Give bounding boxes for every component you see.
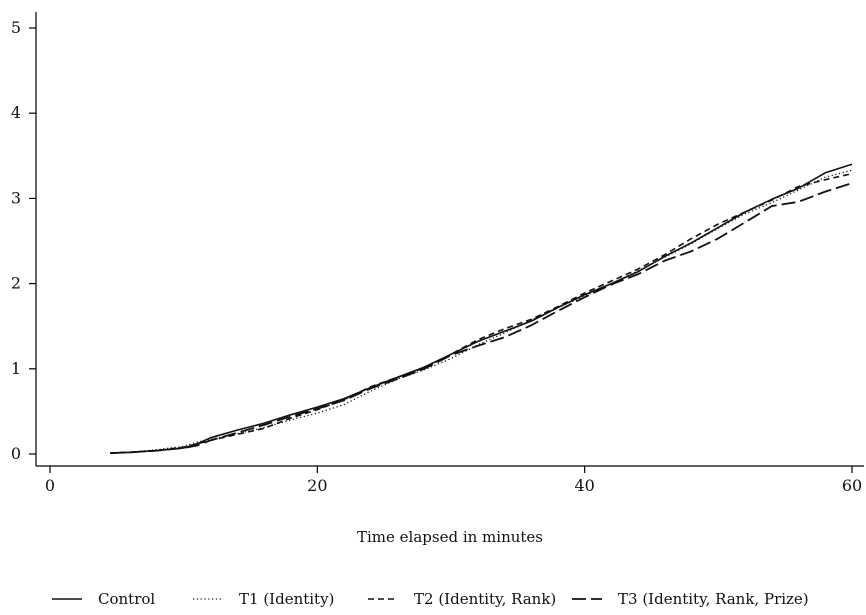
y-tick-label: 4 [11, 103, 21, 122]
y-tick-label: 1 [11, 359, 21, 378]
legend-label: T3 (Identity, Rank, Prize) [618, 590, 809, 608]
x-tick-label: 40 [574, 476, 594, 495]
series-lines [110, 163, 853, 454]
x-tick-label: 20 [307, 476, 327, 495]
x-tick-label: 0 [45, 476, 55, 495]
series-line [110, 163, 853, 454]
y-tick-label: 5 [11, 18, 21, 37]
series-line [110, 182, 853, 454]
legend: Control T1 (Identity) T2 (Identity, Rank) T… [52, 590, 809, 608]
legend-label: Control [98, 590, 155, 608]
y-tick-label: 0 [11, 444, 21, 463]
y-tick-label: 3 [11, 188, 21, 207]
y-ticks: 0 1 2 3 4 5 [11, 18, 36, 463]
x-tick-label: 60 [842, 476, 862, 495]
y-tick-label: 2 [11, 274, 21, 293]
series-line [110, 169, 853, 454]
x-axis: 0 20 40 60 [36, 465, 864, 495]
x-axis-title: Time elapsed in minutes [357, 528, 543, 546]
series-line [110, 172, 853, 454]
legend-label: T2 (Identity, Rank) [414, 590, 556, 608]
legend-label: T1 (Identity) [239, 590, 334, 608]
x-ticks: 0 20 40 60 [45, 466, 862, 495]
y-axis: 0 1 2 3 4 5 [11, 12, 37, 466]
